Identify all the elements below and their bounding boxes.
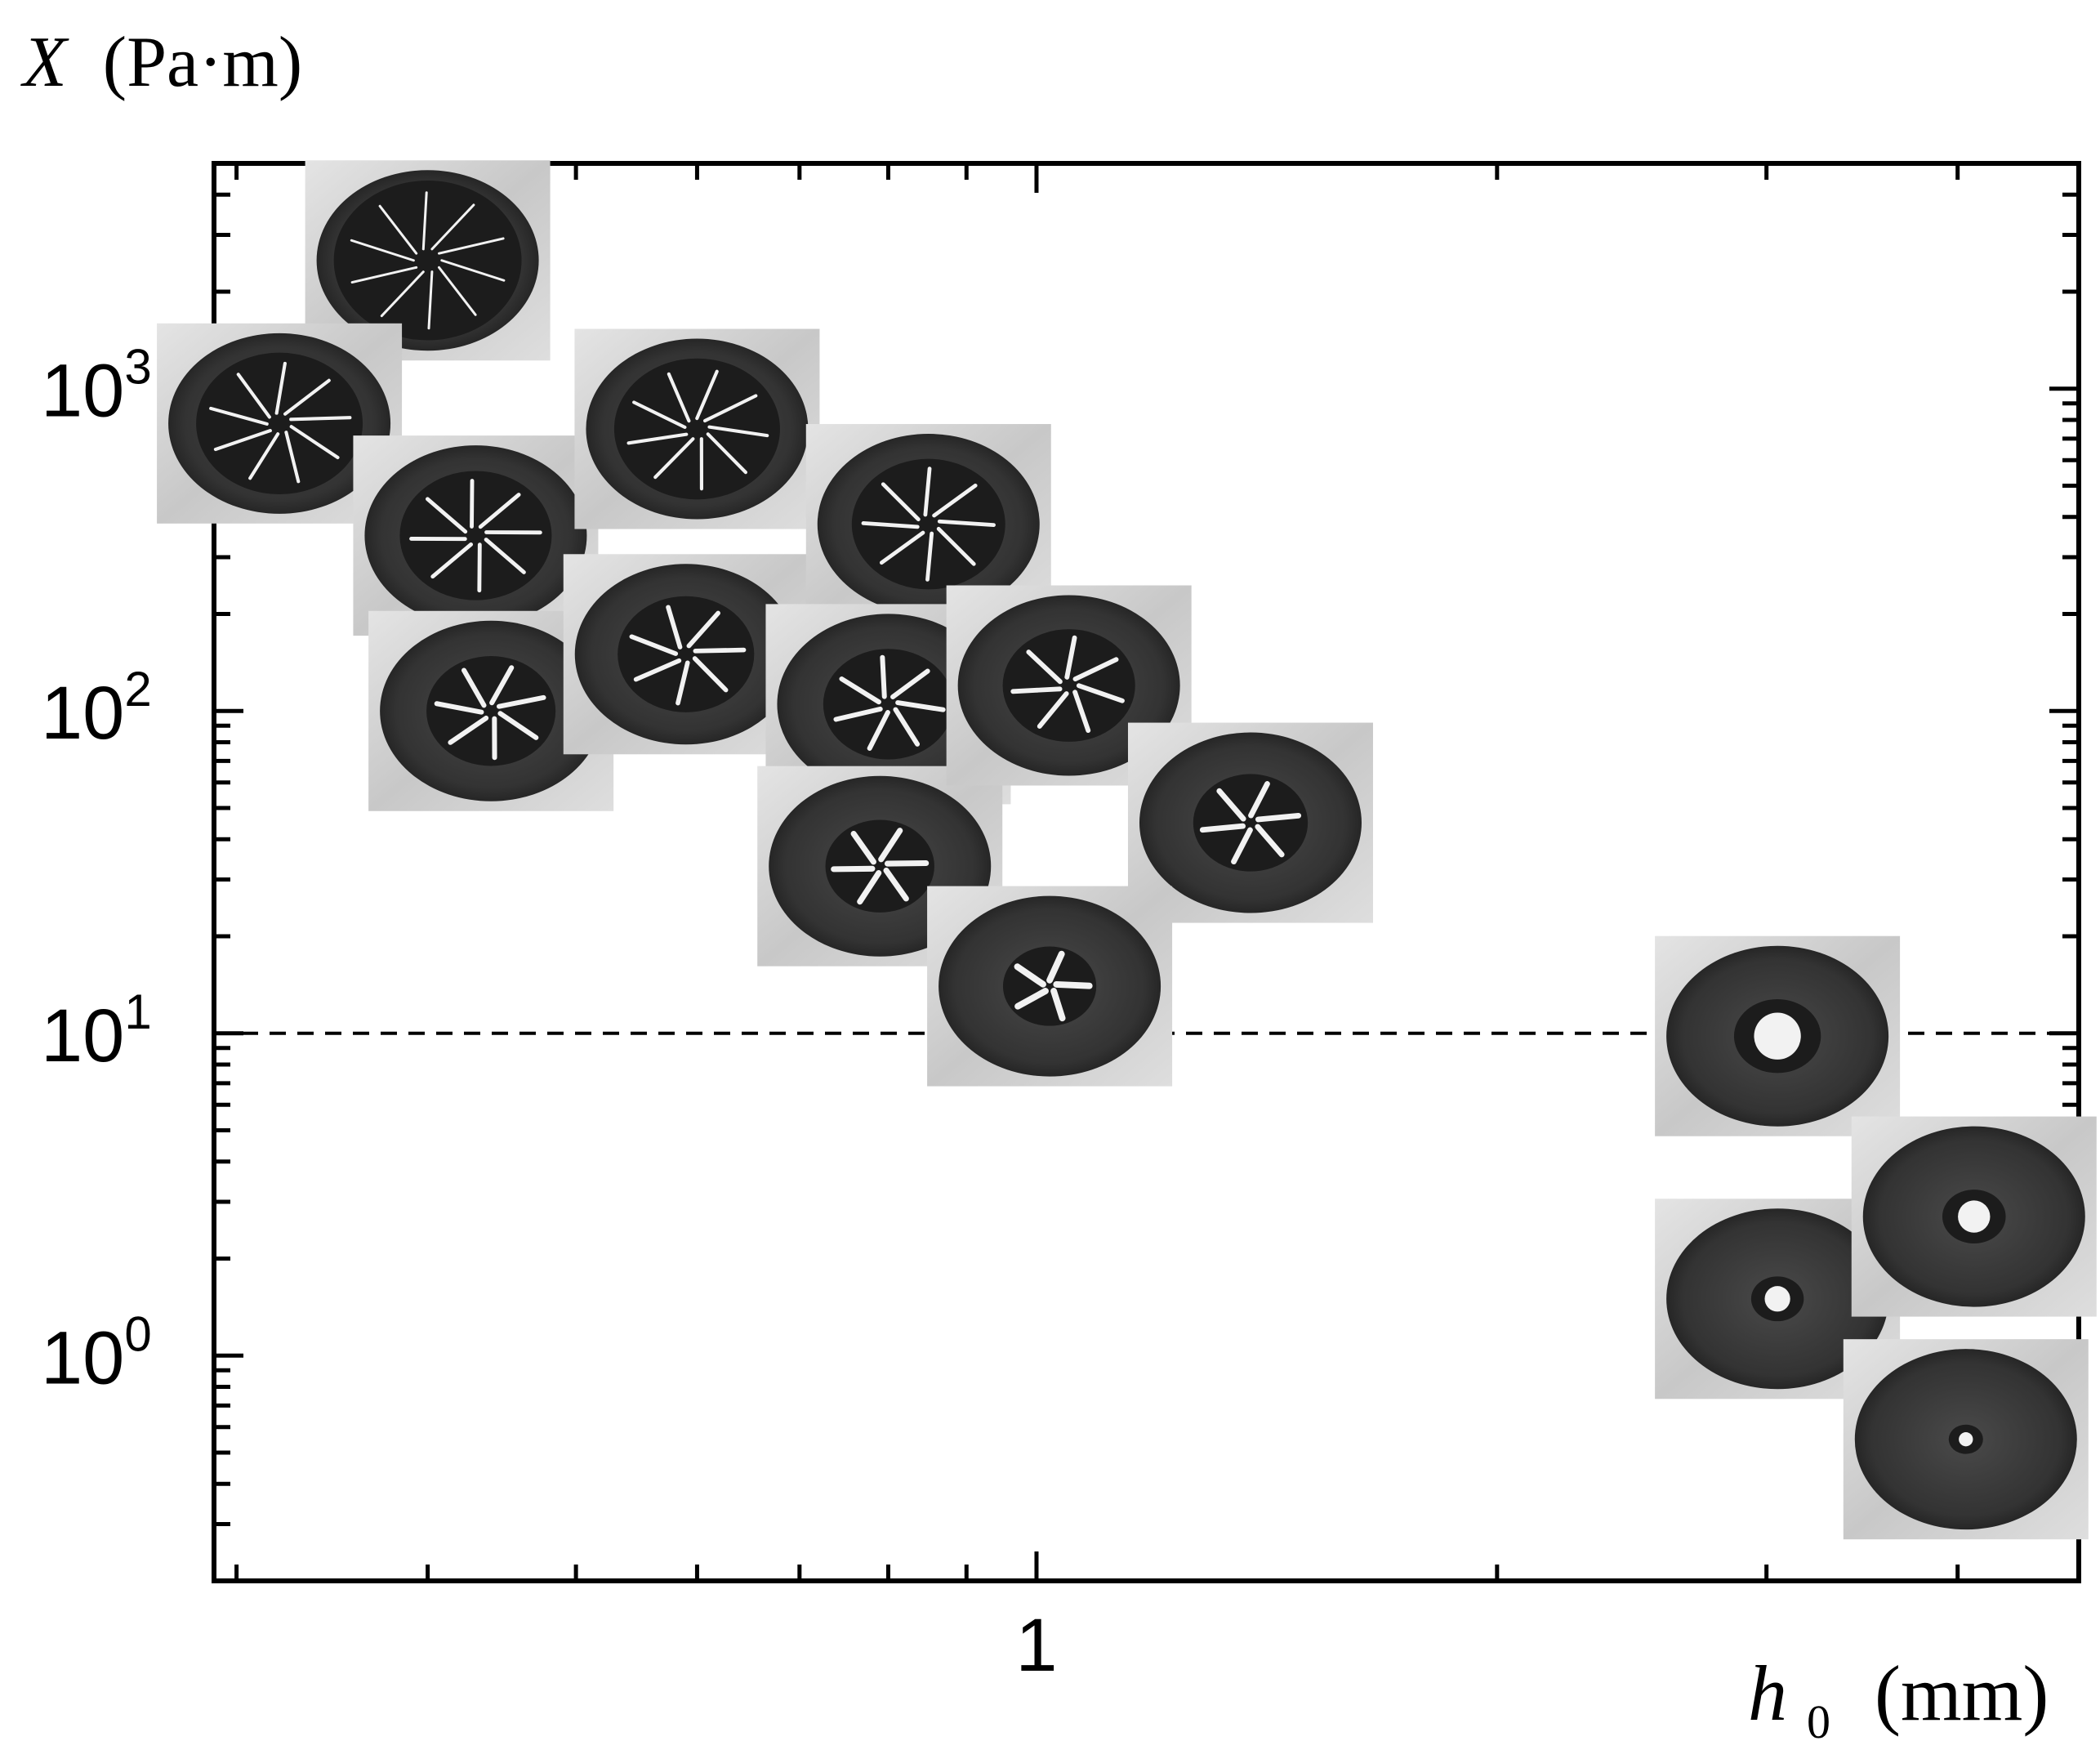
y-tick-label: 103 [41,340,152,433]
crack-pattern [434,665,546,761]
y-tick-base: 10 [41,1316,124,1399]
data-points [157,160,2097,1540]
coating-patch [613,358,780,500]
crack-pattern [626,369,769,491]
data-point-circular-hole [1655,935,1901,1136]
y-axis-symbol: X [20,23,69,102]
y-tick-exponent: 1 [124,984,151,1039]
x-axis-unit: (mm) [1875,1649,2049,1737]
y-axis-label: X (Pa·m) [20,23,302,102]
y-tick-base: 10 [41,350,124,433]
x-axis-label: h 0 (mm) [1748,1649,2049,1741]
coating-patch [333,181,522,341]
coating-patch [618,596,755,712]
crack-pattern [1010,635,1125,734]
y-tick-base: 10 [41,994,124,1078]
y-tick-label: 100 [41,1306,152,1399]
coating-patch [1193,774,1309,872]
coating-patch [1002,629,1135,742]
y-tick-exponent: 3 [124,340,151,395]
x-axis-subscript: 0 [1807,1695,1830,1741]
data-point-dense-crack-network [574,328,820,529]
data-point-single-crack [1127,722,1373,923]
plot-frame [212,161,2081,1583]
crack-pattern [1014,950,1093,1022]
coating-patch [1002,946,1097,1026]
hole [1958,1200,1991,1233]
coating-patch [825,819,934,913]
crack-pattern [833,654,946,751]
hole [1754,1012,1801,1060]
coating-patch [823,649,954,760]
coating-patch [399,471,552,600]
y-axis-unit: (Pa·m) [103,23,302,102]
y-tick-label: 101 [41,984,152,1078]
crack-pattern [831,828,930,905]
y-tick-base: 10 [41,672,124,755]
coating-patch [426,656,556,766]
x-tick-label: 1 [1015,1604,1057,1687]
crack-pattern [1199,781,1302,865]
data-point-small-crack-network [353,435,599,636]
data-point-star-crack [765,604,1011,805]
coating-patch [196,352,363,494]
data-point-large-branching-crack [805,424,1051,625]
crack-pattern [629,605,747,706]
y-tick-exponent: 0 [124,1306,151,1361]
data-point-tiny-circular-hole [1843,1339,2089,1540]
crack-pattern [350,191,506,330]
y-tick-label: 102 [41,662,152,755]
data-point-few-cracks [368,610,614,811]
crack-pattern [861,466,996,582]
axis-labels: X (Pa·m) h 0 (mm) [20,23,2049,1741]
data-point-circular-hole-2 [1851,1116,2097,1317]
x-axis-symbol: h [1748,1649,1787,1737]
crack-pattern [209,361,352,484]
y-tick-exponent: 2 [124,662,151,716]
hole [1764,1286,1790,1312]
data-point-tiny-hole [927,886,1173,1087]
hole [1959,1432,1973,1447]
crack-pattern [409,479,542,593]
data-point-wide-crack [946,585,1192,786]
